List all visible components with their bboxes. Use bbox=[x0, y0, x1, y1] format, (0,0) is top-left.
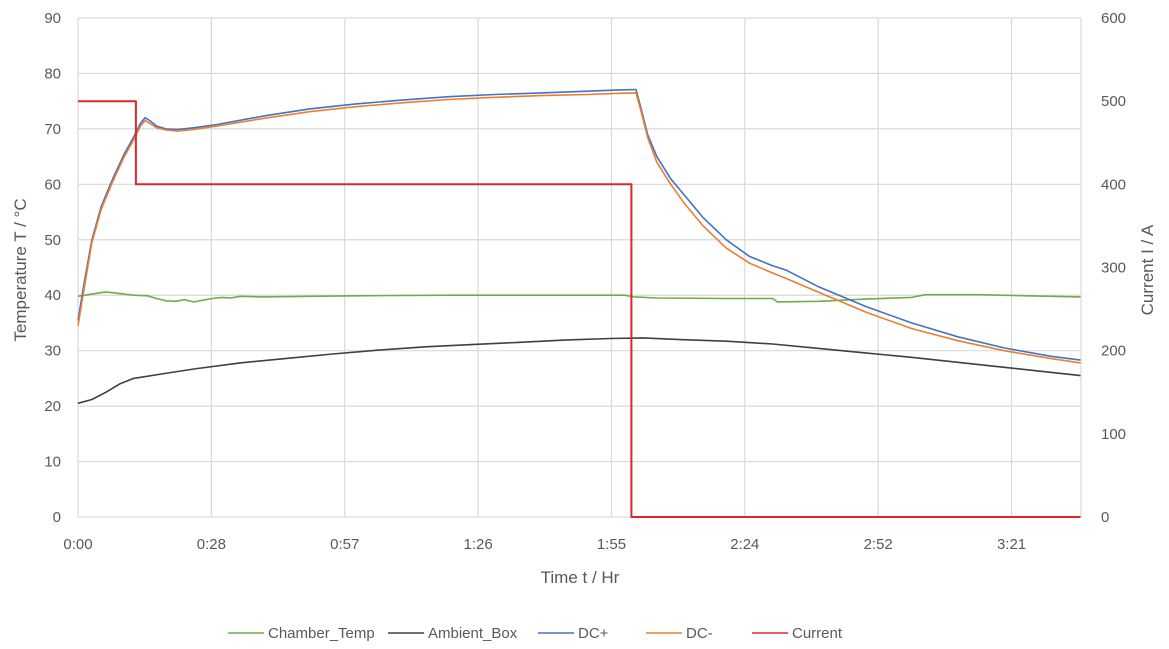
x-axis-ticks: 0:00 0:28 0:57 1:26 1:55 2:24 2:52 3:21 bbox=[63, 536, 1026, 553]
x-axis-title: Time t / Hr bbox=[541, 568, 620, 587]
x-tick-label: 0:28 bbox=[197, 536, 226, 553]
y-tick-label: 80 bbox=[44, 65, 61, 82]
y2-tick-label: 100 bbox=[1101, 426, 1126, 443]
y2-axis-title: Current I / A bbox=[1138, 224, 1157, 315]
legend-label: Chamber_Temp bbox=[268, 625, 375, 642]
y2-tick-label: 300 bbox=[1101, 260, 1126, 277]
x-tick-label: 2:24 bbox=[730, 536, 759, 553]
legend: Chamber_Temp Ambient_Box DC+ DC- Current bbox=[228, 625, 843, 642]
y-axis-title: Temperature T / °C bbox=[11, 198, 30, 341]
y-tick-label: 40 bbox=[44, 287, 61, 304]
legend-label: DC+ bbox=[578, 625, 609, 642]
y-tick-label: 50 bbox=[44, 232, 61, 249]
y-tick-label: 20 bbox=[44, 398, 61, 415]
y2-tick-label: 600 bbox=[1101, 10, 1126, 27]
y2-tick-label: 400 bbox=[1101, 176, 1126, 193]
legend-label: Ambient_Box bbox=[428, 625, 518, 642]
y-tick-label: 60 bbox=[44, 176, 61, 193]
series-line-chamber-temp bbox=[77, 291, 1081, 303]
x-tick-label: 0:00 bbox=[63, 536, 92, 553]
series-layer bbox=[77, 88, 1081, 518]
y-tick-label: 10 bbox=[44, 454, 61, 471]
y2-tick-label: 500 bbox=[1101, 93, 1126, 110]
x-tick-label: 0:57 bbox=[330, 536, 359, 553]
series-line-ambient-box bbox=[77, 337, 1081, 405]
series-line-current bbox=[78, 100, 1081, 518]
y-tick-label: 90 bbox=[44, 10, 61, 27]
y-axis-left-ticks: 0 10 20 30 40 50 60 70 80 90 bbox=[44, 10, 61, 526]
y-tick-label: 70 bbox=[44, 121, 61, 138]
x-tick-label: 1:55 bbox=[597, 536, 626, 553]
y-tick-label: 30 bbox=[44, 343, 61, 360]
y2-tick-label: 0 bbox=[1101, 509, 1109, 526]
legend-label: DC- bbox=[686, 625, 713, 642]
series-line-dc- bbox=[77, 92, 1081, 364]
horizontal-gridlines bbox=[78, 17, 1081, 518]
series-line-dc- bbox=[77, 88, 1081, 361]
y2-tick-label: 200 bbox=[1101, 343, 1126, 360]
x-tick-label: 1:26 bbox=[463, 536, 492, 553]
y-axis-right-ticks: 0 100 200 300 400 500 600 bbox=[1101, 10, 1126, 526]
x-tick-label: 3:21 bbox=[997, 536, 1026, 553]
vertical-gridlines bbox=[77, 18, 1082, 517]
x-tick-label: 2:52 bbox=[864, 536, 893, 553]
y-tick-label: 0 bbox=[53, 509, 61, 526]
legend-label: Current bbox=[792, 625, 843, 642]
